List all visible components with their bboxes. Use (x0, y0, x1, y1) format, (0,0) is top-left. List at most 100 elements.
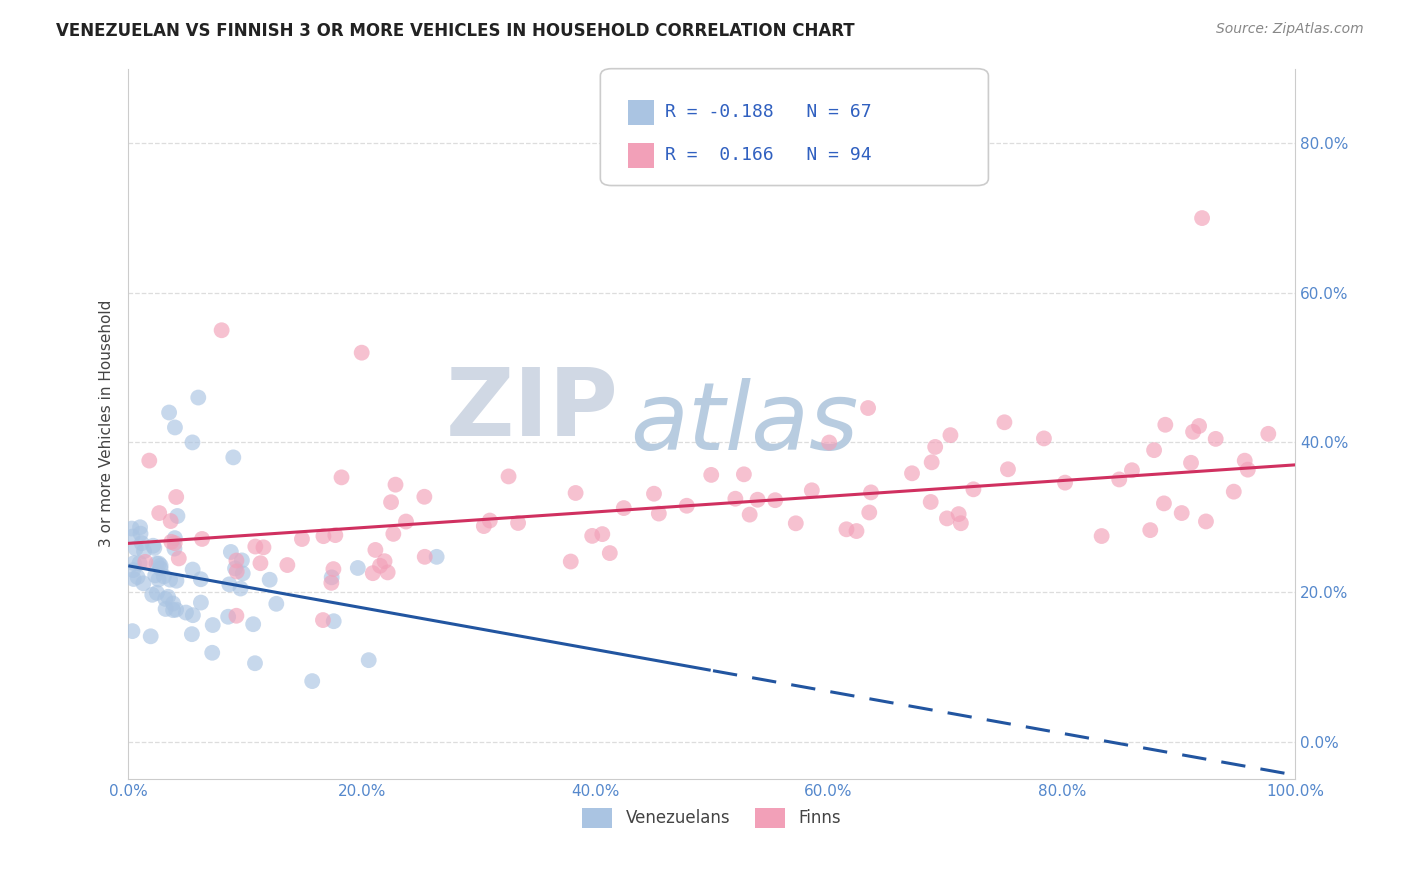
Point (222, 450, 245, 465)
Point (374, 554, 396, 568)
Point (217, 609, 239, 624)
Point (121, 529, 143, 543)
Point (377, 566, 399, 580)
Point (138, 453, 160, 467)
Point (122, 556, 145, 570)
Point (643, 486, 665, 500)
Point (1223, 484, 1246, 499)
Point (856, 401, 879, 415)
Point (1233, 453, 1256, 467)
Point (747, 492, 769, 507)
Point (301, 674, 323, 689)
Point (357, 653, 380, 667)
Point (141, 588, 163, 602)
Point (143, 568, 166, 582)
Point (219, 545, 242, 559)
Point (139, 629, 162, 643)
Point (1188, 419, 1211, 434)
Point (599, 546, 621, 560)
Point (733, 467, 755, 482)
Point (921, 455, 943, 469)
Point (252, 541, 274, 555)
Point (380, 495, 402, 509)
Point (128, 556, 150, 570)
Point (939, 428, 962, 442)
Point (738, 508, 761, 522)
Point (163, 420, 186, 434)
Point (1195, 515, 1218, 529)
Point (1191, 211, 1213, 225)
Point (860, 485, 883, 500)
Point (181, 435, 204, 450)
Point (229, 582, 252, 596)
Point (155, 602, 177, 616)
Point (166, 508, 188, 523)
Point (191, 532, 214, 546)
Point (211, 323, 233, 337)
Point (368, 558, 391, 573)
Point (1236, 463, 1258, 477)
Point (364, 543, 387, 558)
Point (149, 558, 172, 573)
Point (1180, 456, 1202, 470)
Point (162, 597, 184, 611)
Point (993, 415, 1015, 429)
Text: Source: ZipAtlas.com: Source: ZipAtlas.com (1216, 22, 1364, 37)
Text: atlas: atlas (630, 378, 859, 469)
Point (163, 531, 186, 545)
Point (174, 606, 197, 620)
Point (190, 596, 212, 610)
Point (201, 646, 224, 660)
Point (165, 602, 187, 616)
Point (132, 544, 155, 558)
Point (165, 574, 187, 588)
Point (1121, 463, 1143, 477)
Point (924, 440, 946, 454)
Point (148, 573, 170, 587)
Point (132, 576, 155, 591)
Point (312, 613, 335, 627)
Point (962, 483, 984, 497)
Point (384, 477, 406, 491)
Point (122, 563, 145, 577)
Point (259, 573, 281, 587)
Text: R = -0.188   N = 67: R = -0.188 N = 67 (665, 103, 872, 121)
Text: VENEZUELAN VS FINNISH 3 OR MORE VEHICLES IN HOUSEHOLD CORRELATION CHART: VENEZUELAN VS FINNISH 3 OR MORE VEHICLES… (56, 22, 855, 40)
Point (321, 570, 343, 584)
Point (920, 495, 942, 509)
Point (276, 558, 298, 572)
Point (153, 569, 176, 583)
Point (249, 556, 271, 570)
Point (1032, 432, 1054, 446)
Point (218, 577, 240, 591)
Text: R =  0.166   N = 94: R = 0.166 N = 94 (665, 146, 872, 164)
Text: ZIP: ZIP (446, 364, 619, 456)
Point (190, 572, 212, 586)
Point (901, 467, 924, 481)
Point (322, 614, 344, 628)
Point (413, 490, 436, 504)
Point (163, 536, 186, 550)
Point (187, 391, 209, 405)
Point (143, 541, 166, 555)
Point (1257, 426, 1279, 441)
Point (243, 657, 266, 671)
Point (157, 405, 180, 419)
Point (700, 467, 723, 482)
Point (159, 514, 181, 528)
Point (225, 553, 247, 567)
Point (472, 519, 495, 533)
Point (330, 470, 353, 484)
Point (145, 557, 167, 571)
Point (129, 520, 152, 534)
Point (148, 506, 170, 520)
Point (231, 553, 253, 567)
Point (321, 575, 343, 590)
Point (1170, 506, 1192, 520)
Point (122, 572, 145, 586)
Point (134, 555, 156, 569)
Point (1154, 417, 1177, 432)
Point (564, 486, 586, 500)
Point (201, 618, 224, 632)
Point (157, 590, 180, 604)
